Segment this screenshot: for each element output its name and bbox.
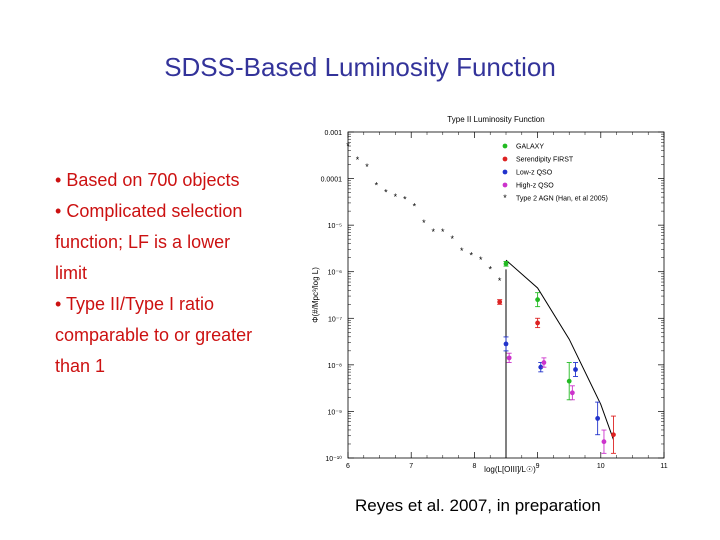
- x-axis-label: log(L[OIII]/L☉): [484, 465, 536, 474]
- bullet-3-line-3: than 1: [55, 356, 106, 376]
- han-star-point: *: [356, 155, 360, 165]
- legend-label: GALAXY: [516, 144, 544, 151]
- han-star-point: *: [479, 255, 483, 265]
- y-tick-label: 10⁻⁹: [328, 409, 342, 416]
- han-star-point: *: [413, 202, 417, 212]
- chart-legend: GALAXY Serendipity FIRST Low-z QSO High-z Q…: [502, 143, 608, 203]
- legend-marker: [502, 143, 508, 149]
- low-z-qso-point: [538, 364, 544, 370]
- x-tick-label: 10: [597, 463, 605, 470]
- x-tick-label: 11: [660, 463, 667, 470]
- han-star-point: *: [346, 141, 350, 151]
- x-tick-labels: 6 7 8 9 10 11: [346, 463, 668, 470]
- y-tick-label: 10⁻¹⁰: [325, 455, 342, 463]
- han-star-point: *: [469, 250, 473, 260]
- serendipity-first-point: [497, 299, 503, 305]
- han-star-point: *: [451, 234, 455, 244]
- galaxy-point: [535, 297, 540, 303]
- bullet-1-marker: •: [55, 170, 62, 190]
- y-axis-label: Φ(#/Mpc³/log L): [311, 267, 320, 323]
- y-tick-label: 10⁻⁵: [328, 223, 342, 230]
- galaxy-point: [566, 378, 572, 384]
- bullet-3-line-2: comparable to or greater: [55, 325, 253, 345]
- high-z-qso-point: [601, 439, 607, 445]
- han-star-point: *: [422, 218, 426, 228]
- chart-title: Type II Luminosity Function: [447, 115, 544, 124]
- plot-marks: * * * * * * * * * * * * * * * * *: [346, 141, 616, 454]
- high-z-qso-point: [569, 390, 575, 396]
- han-star-point: *: [460, 246, 464, 256]
- axis-ticks: [347, 131, 665, 459]
- bullet-2-line-3: limit: [55, 263, 87, 283]
- low-z-qso-point: [595, 416, 601, 421]
- han-star-point: *: [498, 276, 502, 286]
- han-star-point: *: [384, 188, 388, 198]
- bullet-3-marker: •: [55, 294, 62, 314]
- han-star-point: *: [365, 162, 369, 172]
- bullet-1-text: Based on 700 objects: [66, 170, 240, 190]
- y-tick-label: 0.0001: [321, 177, 343, 184]
- bullet-2-marker: •: [55, 201, 62, 221]
- han-star-point: *: [403, 195, 407, 205]
- bullet-2-line-1: • Complicated selection: [55, 196, 295, 227]
- bullet-3-text: Type II/Type I ratio: [66, 294, 215, 314]
- plot-lines: [505, 259, 614, 458]
- legend-label: Serendipity FIRST: [516, 157, 574, 164]
- han-star-point: *: [488, 264, 492, 274]
- han-star-point: *: [441, 227, 445, 237]
- luminosity-function-chart: Type II Luminosity Function 0.001 0.0001 1…: [311, 115, 668, 474]
- low-z-qso-point: [573, 367, 578, 372]
- model-curve: [505, 259, 614, 440]
- legend-marker: [502, 169, 508, 175]
- x-tick-label: 6: [346, 463, 350, 470]
- legend-star-marker: *: [503, 193, 507, 203]
- legend-label: High-z QSO: [516, 183, 554, 190]
- galaxy-point: [503, 261, 509, 267]
- bullet-1-line-1: • Based on 700 objects: [55, 165, 295, 196]
- han-star-point: *: [432, 227, 436, 237]
- low-z-qso-point: [503, 341, 509, 347]
- high-z-qso-point: [541, 360, 547, 365]
- citation-caption: Reyes et al. 2007, in preparation: [355, 496, 601, 515]
- bullet-3-line-1: • Type II/Type I ratio: [55, 289, 295, 320]
- high-z-qso-point: [506, 355, 512, 361]
- legend-marker: [502, 182, 508, 188]
- y-tick-label: 10⁻⁶: [328, 270, 342, 277]
- x-tick-label: 9: [536, 463, 540, 470]
- y-tick-label: 10⁻⁷: [328, 316, 342, 323]
- legend-label: Low-z QSO: [516, 170, 553, 177]
- x-tick-label: 7: [409, 463, 413, 470]
- y-tick-label: 10⁻⁸: [328, 363, 342, 370]
- bullet-list: • Based on 700 objects • Complicated sel…: [55, 165, 295, 382]
- serendipity-first-point: [535, 320, 540, 326]
- x-tick-label: 8: [472, 463, 476, 470]
- y-tick-labels: 0.001 0.0001 10⁻⁵ 10⁻⁶ 10⁻⁷ 10⁻⁸ 10⁻⁹ 10⁻¹⁰: [321, 130, 343, 463]
- bullet-2-text: Complicated selection: [66, 201, 243, 221]
- serendipity-first-point: [611, 432, 616, 438]
- slide-title: SDSS-Based Luminosity Function: [164, 52, 556, 82]
- y-tick-label: 0.001: [324, 130, 342, 137]
- legend-marker: [502, 156, 508, 162]
- bullet-2-line-2: function; LF is a lower: [55, 232, 231, 252]
- han-star-point: *: [394, 192, 398, 202]
- legend-label: Type 2 AGN (Han, et al 2005): [516, 196, 608, 203]
- han-star-point: *: [375, 181, 379, 191]
